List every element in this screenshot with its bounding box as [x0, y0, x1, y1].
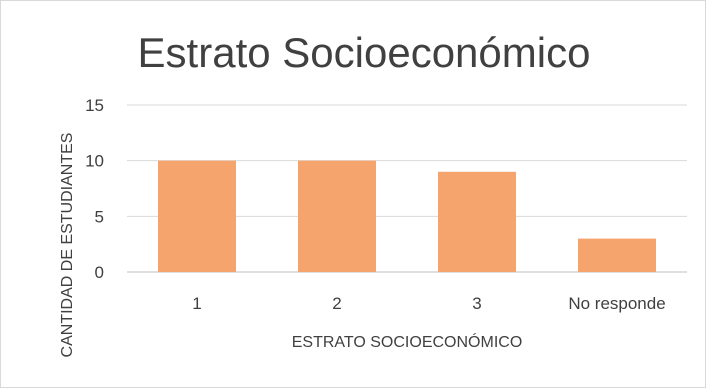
- y-tick-label: 15: [85, 96, 104, 115]
- x-tick-label: 2: [332, 294, 341, 313]
- bar-1: [158, 160, 236, 272]
- x-axis-title: ESTRATO SOCIOECONÓMICO: [292, 332, 523, 351]
- bars: [158, 160, 656, 272]
- bar-4: [578, 238, 656, 272]
- chart-title: Estrato Socioeconómico: [138, 29, 591, 76]
- bar-2: [298, 160, 376, 272]
- x-tick-labels: 1 2 3 No responde: [192, 294, 665, 313]
- y-tick-label: 10: [85, 152, 104, 171]
- y-axis-title: CANTIDAD DE ESTUDIANTES: [59, 133, 76, 358]
- y-tick-label: 0: [95, 263, 104, 282]
- y-tick-label: 5: [95, 207, 104, 226]
- x-tick-label: 3: [472, 294, 481, 313]
- bar-3: [438, 171, 516, 272]
- x-tick-label: 1: [192, 294, 201, 313]
- y-tick-labels: 0 5 10 15: [85, 96, 104, 282]
- x-tick-label: No responde: [568, 294, 665, 313]
